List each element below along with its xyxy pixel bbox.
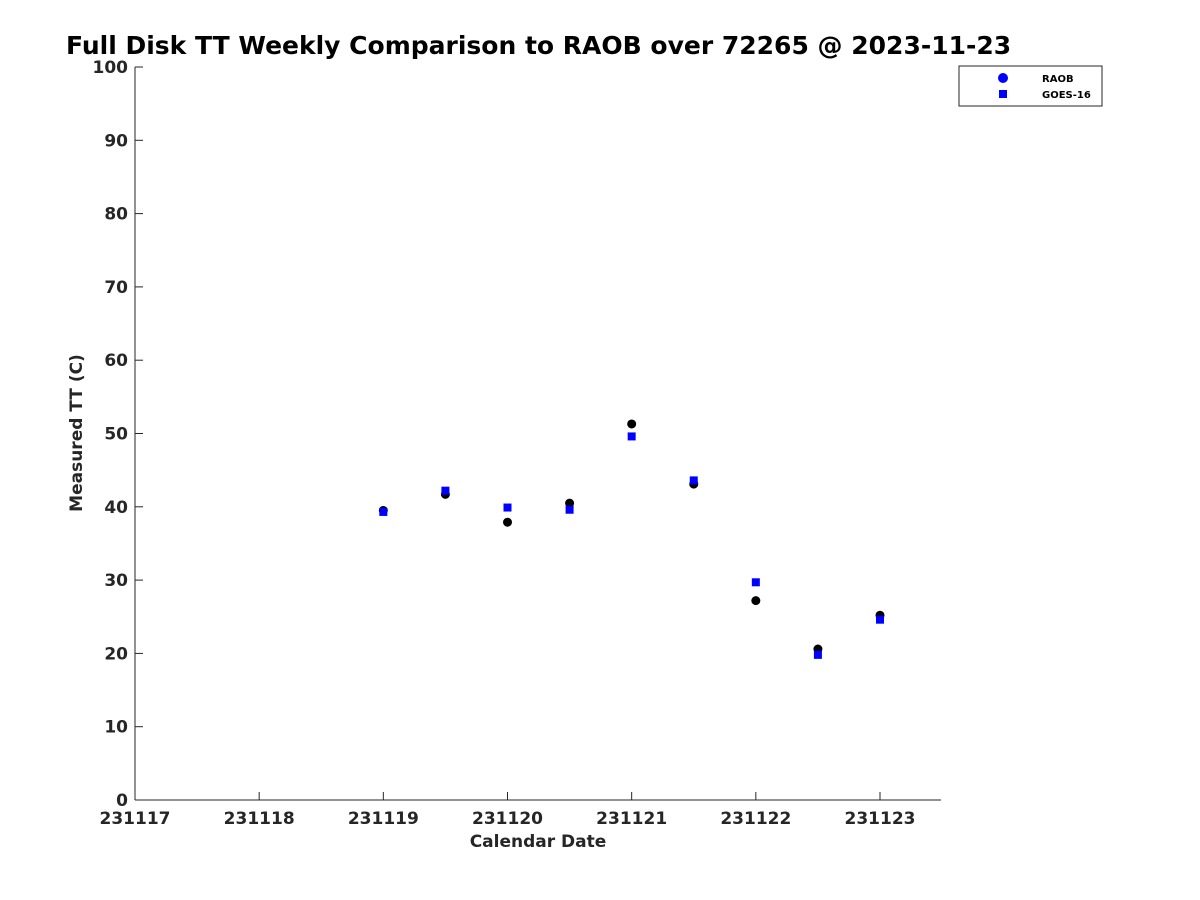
legend-marker-goes16 [999,90,1007,98]
legend-label: RAOB [1042,74,1074,85]
legend: RAOB GOES-16 [958,65,1103,107]
y-tick-label: 50 [104,425,128,445]
raob-point [565,498,575,508]
x-tick-label: 231123 [845,809,916,829]
y-tick-label: 40 [104,498,128,518]
legend-marker-raob [998,73,1008,83]
x-axis-label: Calendar Date [470,832,607,852]
chart-title: Full Disk TT Weekly Comparison to RAOB o… [66,31,1011,60]
goes16-point [751,578,760,587]
x-tick-label: 231119 [348,809,419,829]
goes16-point [876,615,884,624]
legend-entries: RAOB GOES-16 [998,73,1091,101]
y-tick-label: 90 [104,131,128,151]
y-tick-label: 80 [104,205,128,225]
goes16-point [441,486,450,495]
goes16-point [379,507,388,516]
y-tick-label: 0 [116,791,128,811]
y-tick-label: 10 [104,718,128,738]
y-axis-ticks: 0 10 20 30 40 50 60 70 80 90 100 [93,58,143,811]
raob-point [751,596,761,606]
goes16-point [627,432,636,441]
x-tick-label: 231117 [100,809,171,829]
legend-label: GOES-16 [1042,90,1091,101]
y-tick-label: 60 [104,351,128,371]
y-tick-label: 100 [93,58,129,78]
data-points [378,419,885,659]
raob-point [627,419,637,429]
series-raob [378,419,885,654]
goes16-point [813,650,822,659]
y-tick-label: 20 [104,644,128,664]
y-tick-label: 70 [104,278,128,298]
y-tick-label: 30 [104,571,128,591]
goes16-point [565,505,574,514]
x-tick-label: 231120 [472,809,543,829]
x-tick-label: 231121 [596,809,667,829]
x-axis-ticks: 231117 231118 231119 231120 231121 231122 2311… [100,792,916,829]
x-tick-label: 231118 [224,809,295,829]
x-tick-label: 231122 [720,809,791,829]
goes16-point [689,476,698,485]
goes16-point [503,503,512,512]
legend-box [958,65,1103,107]
series-goes-16 [379,432,884,659]
raob-point [503,517,512,527]
y-axis-label: Measured TT (C) [67,354,87,512]
axes [134,67,941,801]
